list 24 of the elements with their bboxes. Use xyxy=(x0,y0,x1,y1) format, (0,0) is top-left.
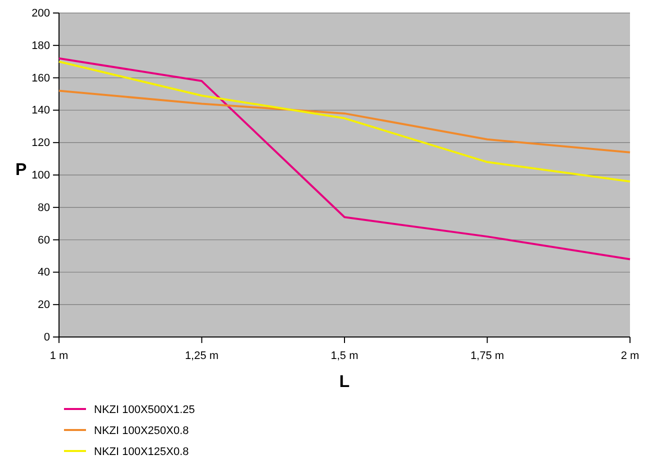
legend-label: NKZI 100X500X1.25 xyxy=(94,404,195,416)
legend-label: NKZI 100X250X0.8 xyxy=(94,425,189,437)
y-tick-label: 0 xyxy=(44,332,50,344)
y-tick-label: 40 xyxy=(38,266,50,279)
y-tick-label: 100 xyxy=(32,170,50,182)
line-series xyxy=(58,90,631,154)
x-tick-label: 1,75 m xyxy=(470,350,504,362)
y-tick-label: 20 xyxy=(38,299,50,312)
x-tick-label: 1 m xyxy=(50,350,68,362)
y-tick-label: 120 xyxy=(32,137,50,150)
y-tick-label: 80 xyxy=(38,202,50,214)
y-tick-label: 60 xyxy=(38,234,50,246)
x-tick-label: 1,5 m xyxy=(330,350,358,362)
legend-label: NKZI 100X125X0.8 xyxy=(94,446,189,458)
y-axis-title: P xyxy=(15,160,27,179)
line-series xyxy=(58,60,631,182)
y-tick-label: 140 xyxy=(32,104,50,117)
y-tick-label: 160 xyxy=(32,72,50,84)
x-axis-title: L xyxy=(339,372,350,391)
y-tick-label: 200 xyxy=(32,8,50,20)
y-tick-label: 180 xyxy=(32,40,50,52)
x-tick-label: 2 m xyxy=(620,350,640,362)
x-tick-label: 1,25 m xyxy=(184,350,219,362)
line-series xyxy=(58,57,631,260)
